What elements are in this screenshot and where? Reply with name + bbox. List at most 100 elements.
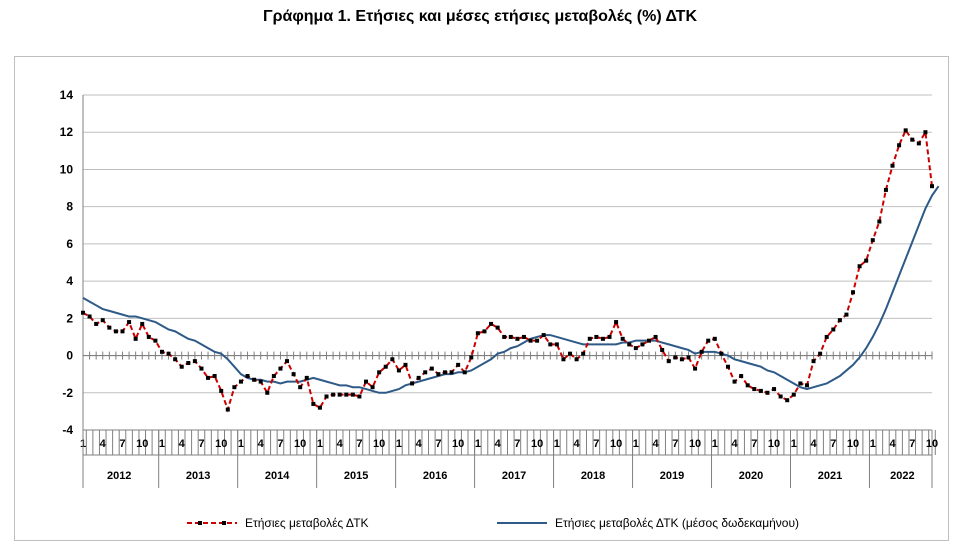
data-point-annual — [541, 333, 546, 338]
y-tick-label: -4 — [62, 423, 73, 437]
series-line-annual — [82, 128, 933, 413]
x-axis: 1471014710147101471014710147101471014710… — [80, 351, 938, 488]
data-point-annual — [521, 334, 526, 339]
month-tick-label: 1 — [633, 438, 639, 450]
month-tick-label: 7 — [909, 438, 915, 450]
month-tick-label: 7 — [119, 438, 125, 450]
month-tick-label: 4 — [495, 438, 502, 450]
month-tick-label: 10 — [768, 438, 780, 450]
chart-title: Γράφημα 1. Ετήσιες και μέσες ετήσιες μετ… — [262, 8, 698, 25]
year-label: 2013 — [186, 470, 210, 482]
data-point-annual — [416, 375, 421, 380]
data-point-annual — [791, 392, 796, 397]
data-point-annual — [337, 392, 342, 397]
data-point-annual — [725, 364, 730, 369]
data-point-annual — [864, 258, 869, 263]
data-point-annual — [173, 357, 178, 362]
data-point-annual — [285, 359, 290, 364]
data-point-annual — [633, 346, 638, 351]
month-tick-label: 10 — [452, 438, 464, 450]
data-point-annual — [508, 334, 513, 339]
year-label: 2012 — [107, 470, 131, 482]
data-point-annual — [851, 290, 856, 295]
data-point-annual — [442, 370, 447, 375]
data-point-annual — [107, 325, 112, 330]
data-point-annual — [686, 355, 691, 360]
data-point-annual — [344, 392, 349, 397]
data-point-annual — [870, 238, 875, 243]
data-point-annual — [225, 407, 230, 412]
data-point-annual — [436, 372, 441, 377]
data-point-annual — [897, 143, 902, 148]
data-point-annual — [614, 320, 619, 325]
data-point-annual — [581, 351, 586, 356]
month-tick-label: 1 — [396, 438, 402, 450]
month-tick-label: 10 — [294, 438, 306, 450]
legend-marker — [198, 521, 202, 525]
month-tick-label: 7 — [435, 438, 441, 450]
data-point-annual — [265, 390, 270, 395]
month-tick-label: 4 — [653, 438, 660, 450]
data-point-annual — [146, 334, 151, 339]
data-point-annual — [554, 342, 559, 347]
month-tick-label: 1 — [159, 438, 165, 450]
data-point-annual — [548, 342, 553, 347]
y-tick-label: -2 — [62, 386, 73, 400]
month-tick-label: 4 — [100, 438, 107, 450]
data-point-annual — [732, 379, 737, 384]
data-point-annual — [199, 366, 204, 371]
month-tick-label: 10 — [610, 438, 622, 450]
year-label: 2021 — [818, 470, 842, 482]
month-tick-label: 1 — [238, 438, 244, 450]
data-point-annual — [219, 388, 224, 393]
data-point-annual — [317, 405, 322, 410]
month-tick-label: 4 — [574, 438, 581, 450]
data-point-annual — [423, 370, 428, 375]
year-label: 2015 — [344, 470, 368, 482]
data-point-annual — [252, 377, 257, 382]
data-point-annual — [916, 141, 921, 146]
data-point-annual — [772, 387, 777, 392]
y-tick-label: 0 — [66, 349, 73, 363]
data-point-annual — [653, 334, 658, 339]
year-label: 2022 — [890, 470, 914, 482]
data-point-annual — [903, 128, 908, 133]
data-point-annual — [81, 310, 85, 315]
series-average — [82, 185, 940, 394]
year-label: 2019 — [660, 470, 684, 482]
data-point-annual — [489, 321, 494, 326]
data-point-annual — [396, 368, 401, 373]
month-tick-label: 4 — [416, 438, 423, 450]
year-label: 2020 — [739, 470, 763, 482]
data-point-annual — [475, 331, 480, 336]
data-point-annual — [153, 338, 158, 343]
legend-label-annual: Ετήσιες μεταβολές ΔΤΚ — [245, 516, 369, 530]
data-point-annual — [647, 338, 651, 343]
y-tick-label: 8 — [66, 200, 73, 214]
data-point-annual — [666, 359, 671, 364]
data-point-annual — [271, 374, 276, 379]
data-point-annual — [752, 387, 757, 392]
data-point-annual — [765, 390, 770, 395]
data-point-annual — [923, 130, 928, 135]
data-point-annual — [798, 381, 803, 386]
data-point-annual — [739, 374, 744, 379]
month-tick-label: 10 — [215, 438, 227, 450]
data-point-annual — [883, 187, 888, 192]
data-point-annual — [258, 379, 263, 384]
month-tick-label: 1 — [475, 438, 481, 450]
data-point-annual — [574, 357, 579, 362]
data-point-annual — [620, 336, 625, 341]
month-tick-label: 1 — [870, 438, 876, 450]
data-point-annual — [383, 364, 388, 369]
data-point-annual — [120, 329, 125, 334]
data-point-annual — [159, 349, 164, 354]
data-point-annual — [133, 336, 138, 341]
data-point-annual — [192, 359, 197, 364]
month-tick-label: 7 — [277, 438, 283, 450]
data-point-annual — [331, 392, 336, 397]
data-point-annual — [778, 394, 783, 399]
data-point-annual — [758, 388, 763, 393]
